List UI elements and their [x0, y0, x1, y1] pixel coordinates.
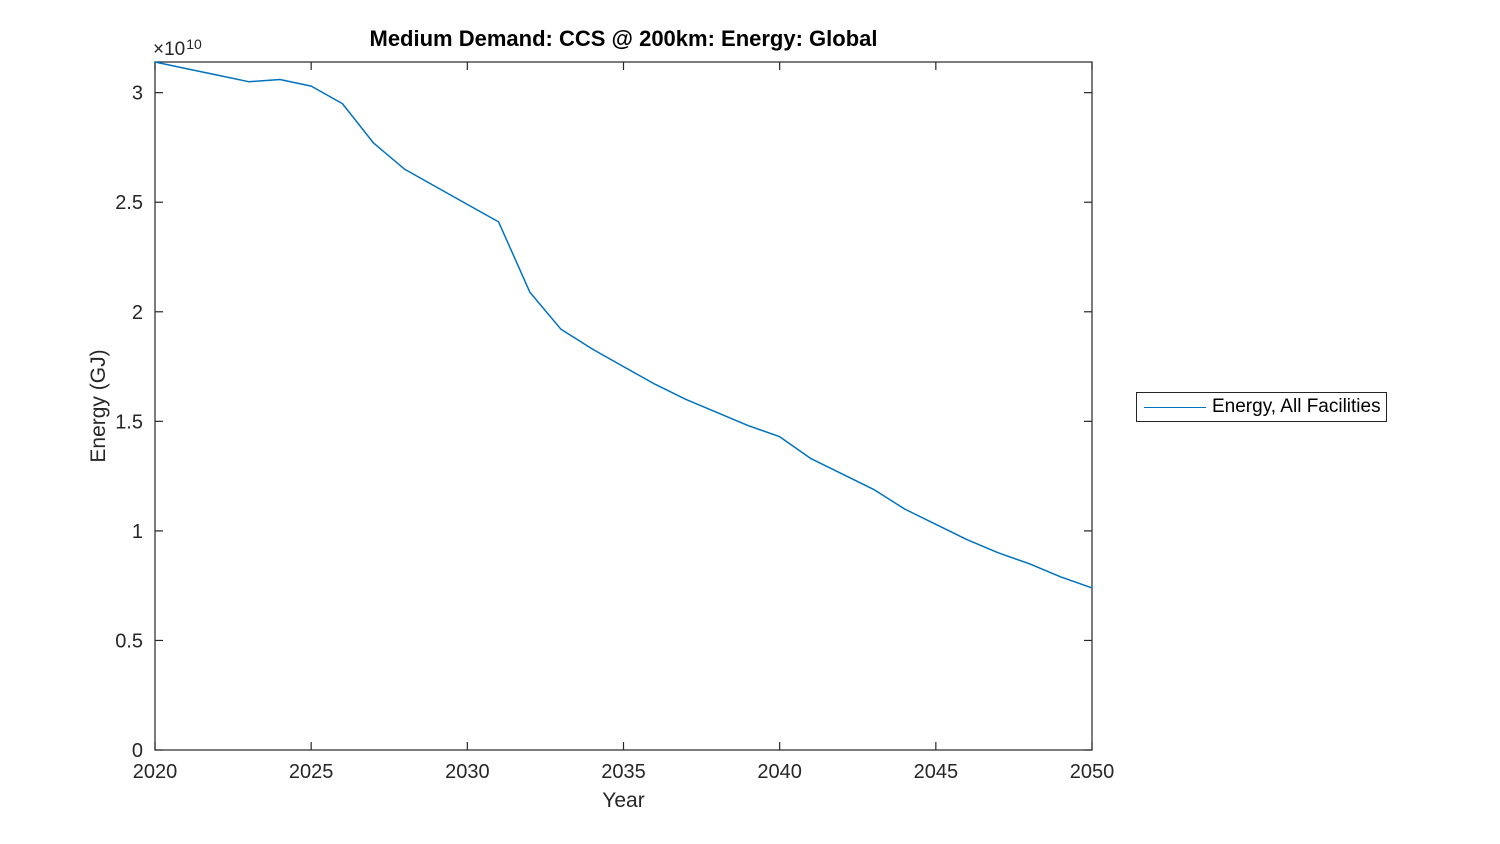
- y-axis-multiplier-exponent: 10: [186, 36, 202, 52]
- axes-box: [154, 61, 1093, 751]
- x-tick-label: 2030: [445, 761, 490, 783]
- series-line-energy: [154, 61, 1093, 589]
- x-tick-label: 2020: [133, 761, 178, 783]
- y-axis-label: Energy (GJ): [87, 349, 110, 463]
- y-tick-label: 1: [132, 521, 143, 543]
- y-tick-label: 0.5: [115, 630, 143, 652]
- legend-entry-label: Energy, All Facilities: [1212, 396, 1381, 417]
- y-tick-label: 2: [132, 302, 143, 324]
- x-tick-label: 2045: [914, 761, 959, 783]
- legend[interactable]: Energy, All Facilities: [1136, 392, 1387, 422]
- y-tick-label: 1.5: [115, 411, 143, 433]
- y-tick-label: 0: [132, 740, 143, 762]
- x-tick-label: 2035: [601, 761, 646, 783]
- y-axis-multiplier-base: ×10: [153, 39, 186, 60]
- y-tick-label: 2.5: [115, 192, 143, 214]
- chart-title: Medium Demand: CCS @ 200km: Energy: Glob…: [369, 26, 878, 51]
- x-axis-label: Year: [602, 789, 645, 812]
- x-tick-label: 2050: [1070, 761, 1115, 783]
- legend-line-sample: [1144, 406, 1206, 408]
- x-tick-label: 2025: [289, 761, 334, 783]
- y-tick-label: 3: [132, 83, 143, 105]
- x-tick-label: 2040: [757, 761, 802, 783]
- y-axis-multiplier: ×1010: [153, 36, 202, 61]
